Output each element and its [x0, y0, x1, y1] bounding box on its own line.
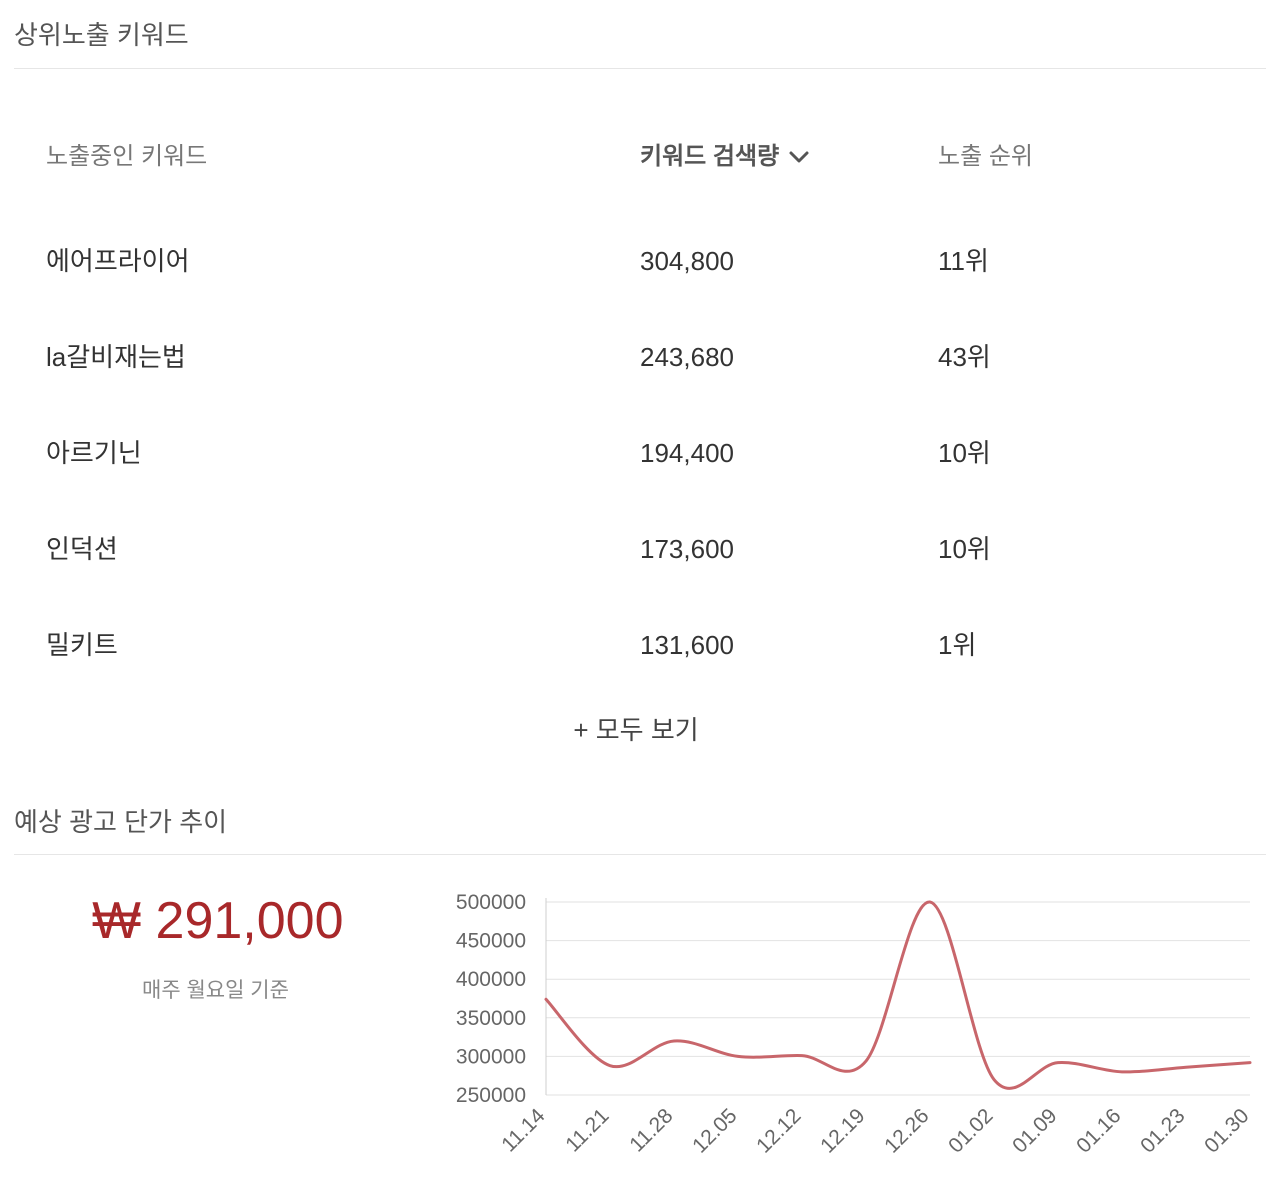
volume-cell: 304,800	[640, 246, 734, 276]
y-tick-label: 350000	[456, 1007, 526, 1030]
y-tick-label: 300000	[456, 1045, 526, 1068]
current-ad-price: ₩ 291,000	[92, 892, 344, 950]
rank-cell: 43위	[938, 342, 991, 372]
keyword-cell: 아르기닌	[46, 438, 142, 468]
x-tick-label: 01.09	[1008, 1104, 1061, 1157]
x-tick-label: 12.05	[688, 1104, 741, 1157]
rank-cell: 11위	[938, 246, 989, 276]
keyword-cell: la갈비재는법	[46, 342, 186, 372]
volume-cell: 131,600	[640, 630, 734, 660]
x-tick-label: 01.30	[1200, 1104, 1253, 1157]
x-tick-label: 12.26	[880, 1104, 933, 1157]
y-tick-label: 250000	[456, 1084, 526, 1107]
x-tick-label: 01.02	[944, 1104, 997, 1157]
y-tick-label: 500000	[456, 891, 526, 914]
y-tick-label: 450000	[456, 930, 526, 953]
x-tick-label: 01.16	[1072, 1104, 1125, 1157]
chevron-down-icon	[789, 151, 809, 163]
keyword-row: 인덕션 173,600 10위	[0, 529, 1272, 569]
x-tick-label: 11.21	[561, 1104, 613, 1156]
column-header-keyword: 노출중인 키워드	[46, 143, 208, 170]
rank-cell: 10위	[938, 534, 991, 564]
x-tick-label: 01.23	[1136, 1104, 1189, 1157]
rank-cell: 10위	[938, 438, 991, 468]
x-tick-label: 11.28	[625, 1104, 677, 1156]
keyword-row: 밀키트 131,600 1위	[0, 625, 1272, 665]
keyword-row: la갈비재는법 243,680 43위	[0, 337, 1272, 377]
keyword-row: 아르기닌 194,400 10위	[0, 433, 1272, 473]
ad-price-line-chart: 500000 450000 400000 350000 300000 25000011.1…	[456, 891, 1254, 1158]
column-header-volume-label: 키워드 검색량	[640, 143, 780, 170]
keyword-row: 에어프라이어 304,800 11위	[0, 241, 1272, 281]
rank-cell: 1위	[938, 630, 977, 660]
x-tick-label: 12.19	[816, 1104, 869, 1157]
ad-price-divider	[14, 854, 1266, 855]
ad-price-series-line	[544, 900, 1252, 1090]
ad-price-trend-title: 예상 광고 단가 추이	[14, 807, 228, 837]
show-all-button[interactable]: + 모두 보기	[573, 715, 699, 745]
top-keywords-title: 상위노출 키워드	[14, 20, 189, 50]
volume-cell: 243,680	[640, 342, 734, 372]
keyword-cell: 인덕션	[46, 534, 118, 564]
keyword-cell: 밀키트	[46, 630, 118, 660]
x-tick-label: 11.14	[497, 1104, 550, 1157]
column-header-volume-sort[interactable]: 키워드 검색량	[640, 143, 811, 172]
top-keywords-divider	[14, 68, 1266, 69]
volume-cell: 194,400	[640, 438, 734, 468]
x-tick-label: 12.12	[752, 1104, 805, 1157]
keyword-cell: 에어프라이어	[46, 246, 190, 276]
price-basis-note: 매주 월요일 기준	[142, 979, 289, 1002]
column-header-rank: 노출 순위	[938, 143, 1033, 170]
y-tick-label: 400000	[456, 968, 526, 991]
volume-cell: 173,600	[640, 534, 734, 564]
